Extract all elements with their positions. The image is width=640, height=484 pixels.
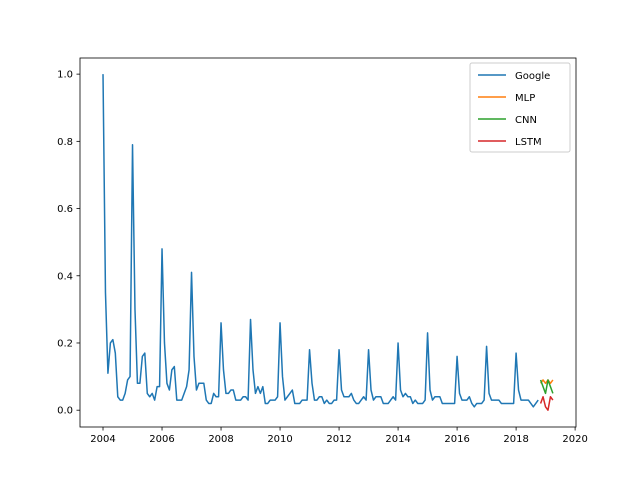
- x-tick-label: 2010: [267, 434, 292, 445]
- y-tick-label: 0.4: [57, 271, 73, 282]
- y-tick-label: 0.0: [57, 406, 73, 417]
- series-line-mlp: [539, 379, 554, 385]
- y-tick-label: 0.2: [57, 338, 73, 349]
- series-line-cnn: [539, 379, 554, 395]
- axes-frame: [79, 57, 577, 428]
- x-axis: 2004 2006 2008 2010 2012 2014 2016 2018 2020: [90, 427, 588, 445]
- x-tick-label: 2016: [444, 434, 469, 445]
- x-tick-label: 2008: [208, 434, 233, 445]
- x-tick-label: 2012: [326, 434, 351, 445]
- legend: Google MLP CNN LSTM: [469, 62, 571, 153]
- legend-label-mlp: MLP: [515, 93, 535, 104]
- y-tick-label: 1.0: [57, 70, 73, 81]
- series-line-lstm: [539, 396, 554, 411]
- series-layer: [102, 74, 554, 411]
- y-tick-label: 0.6: [57, 204, 73, 215]
- y-axis: 0.0 0.2 0.4 0.6 0.8 1.0: [57, 70, 80, 417]
- legend-label-cnn: CNN: [515, 115, 537, 126]
- x-tick-label: 2004: [90, 434, 115, 445]
- legend-box: [469, 62, 571, 153]
- series-line-google: [102, 74, 539, 408]
- legend-label-lstm: LSTM: [515, 137, 542, 148]
- x-tick-label: 2020: [562, 434, 587, 445]
- x-tick-label: 2006: [149, 434, 174, 445]
- legend-label-google: Google: [515, 71, 550, 82]
- x-tick-label: 2014: [385, 434, 410, 445]
- y-tick-label: 0.8: [57, 137, 73, 148]
- x-tick-label: 2018: [503, 434, 528, 445]
